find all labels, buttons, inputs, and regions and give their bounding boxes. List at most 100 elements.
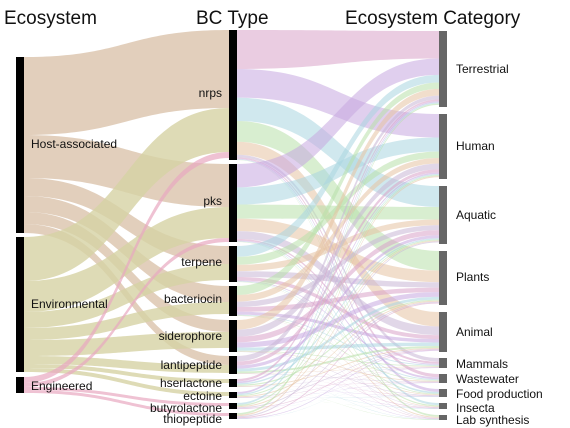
flow-bc-5-cat-3 (237, 296, 439, 372)
flows-ecosystem-to-bctype (24, 30, 229, 416)
flow-env-pks (24, 207, 229, 312)
label-engineered: Engineered (31, 379, 92, 393)
label-nrps: nrps (199, 86, 222, 100)
flow-bc-3-cat-0 (237, 82, 439, 295)
flow-bc-2-cat-8 (237, 282, 439, 408)
flow-bc-7-cat-4 (237, 348, 439, 398)
flow-bc-3-cat-5 (237, 314, 439, 366)
flow-host-nrps (24, 30, 229, 135)
label-thiopeptide: thiopeptide (163, 412, 222, 426)
node-bar-nrps[interactable] (229, 30, 237, 160)
flow-bc-7-cat-6 (237, 382, 439, 398)
node-bar-pks[interactable] (229, 164, 237, 242)
flow-bc-6-cat-5 (237, 367, 439, 387)
node-bar-wastewater[interactable] (439, 374, 447, 383)
label-host-associated: Host-associated (31, 137, 117, 151)
flow-bc-8-cat-3 (237, 301, 439, 409)
flow-bc-1-cat-0 (237, 58, 439, 188)
flow-bc-7-cat-5 (237, 367, 439, 398)
flow-bc-1-cat-4 (237, 231, 439, 336)
flow-bc-7-cat-0 (237, 101, 439, 394)
flow-bc-8-cat-4 (237, 349, 439, 409)
node-bar-hserlactone[interactable] (229, 379, 237, 387)
label-lantipeptide: lantipeptide (161, 358, 223, 372)
flow-bc-4-cat-7 (237, 351, 439, 396)
flow-bc-6-cat-7 (237, 387, 439, 397)
flow-bc-4-cat-3 (237, 292, 439, 348)
header-bc-type: BC Type (196, 8, 269, 29)
node-bar-butyrolactone[interactable] (229, 403, 237, 409)
label-siderophore: siderophore (159, 329, 223, 343)
node-bar-lantipeptide[interactable] (229, 356, 237, 374)
node-bar-siderophore[interactable] (229, 320, 237, 352)
flow-bc-3-cat-8 (237, 316, 439, 408)
flow-bc-5-cat-4 (237, 346, 439, 374)
flow-bc-0-cat-5 (237, 154, 439, 362)
node-bar-lab-synthesis[interactable] (439, 415, 447, 420)
node-bar-mammals[interactable] (439, 358, 447, 368)
flow-bc-9-cat-5 (237, 368, 439, 419)
flow-bc-5-cat-7 (237, 374, 439, 397)
node-bar-engineered[interactable] (16, 377, 24, 393)
flow-bc-8-cat-1 (237, 175, 439, 407)
flows-bctype-to-category (237, 30, 439, 420)
node-bar-plants[interactable] (439, 251, 447, 305)
flow-bc-1-cat-1 (237, 137, 439, 205)
flow-bc-8-cat-2 (237, 240, 439, 408)
flow-bc-5-cat-1 (237, 169, 439, 366)
node-bar-insecta[interactable] (439, 403, 447, 409)
flow-eng-thiopeptide (24, 390, 229, 416)
flow-bc-5-cat-6 (237, 373, 439, 383)
node-bar-ectoine[interactable] (229, 392, 237, 398)
flow-bc-5-cat-0 (237, 95, 439, 362)
flow-bc-7-cat-1 (237, 173, 439, 396)
flow-bc-5-cat-2 (237, 235, 439, 369)
label-human: Human (456, 139, 495, 153)
flow-eng-nrps (24, 152, 229, 383)
flow-bc-4-cat-2 (237, 230, 439, 343)
label-terrestrial: Terrestrial (456, 62, 509, 76)
label-animal: Animal (456, 325, 493, 339)
flow-bc-5-cat-5 (237, 366, 439, 374)
flow-bc-2-cat-7 (237, 281, 439, 395)
flow-bc-9-cat-2 (237, 241, 439, 418)
node-bar-thiopeptide[interactable] (229, 413, 237, 419)
node-bar-animal[interactable] (439, 312, 447, 352)
label-environmental: Environmental (31, 297, 108, 311)
flow-bc-0-cat-0 (237, 30, 439, 69)
header-ecosystem: Ecosystem (4, 8, 97, 29)
flow-bc-4-cat-0 (237, 88, 439, 330)
flow-bc-9-cat-1 (237, 176, 439, 417)
node-bar-aquatic[interactable] (439, 186, 447, 244)
flow-bc-2-cat-4 (237, 276, 439, 340)
flow-bc-4-cat-6 (237, 351, 439, 382)
flow-bc-8-cat-5 (237, 367, 439, 409)
flow-bc-8-cat-0 (237, 102, 439, 405)
flow-bc-9-cat-3 (237, 302, 439, 419)
header-ecosystem-category: Ecosystem Category (345, 8, 521, 29)
flow-bc-7-cat-3 (237, 300, 439, 398)
node-bar-host-associated[interactable] (16, 57, 24, 233)
label-mammals: Mammals (456, 357, 508, 371)
flow-host-pks (24, 135, 229, 207)
node-bar-food-production[interactable] (439, 389, 447, 397)
flow-bc-6-cat-2 (237, 238, 439, 385)
node-bar-environmental[interactable] (16, 237, 24, 372)
flow-bc-4-cat-1 (237, 163, 439, 337)
flow-bc-6-cat-1 (237, 172, 439, 384)
flow-bc-2-cat-3 (237, 271, 439, 288)
node-bar-human[interactable] (439, 114, 447, 179)
node-bar-terrestrial[interactable] (439, 31, 447, 107)
flow-bc-9-cat-0 (237, 103, 439, 415)
node-bar-bacteriocin[interactable] (229, 286, 237, 316)
node-bar-terpene[interactable] (229, 246, 237, 282)
flow-bc-5-cat-8 (237, 374, 439, 409)
flow-bc-0-cat-2 (237, 97, 439, 207)
flow-bc-2-cat-5 (237, 280, 439, 365)
flow-env-terpene (24, 264, 229, 328)
flow-env-ectoine (24, 368, 229, 396)
flow-bc-7-cat-8 (237, 398, 439, 409)
flow-eng-butyrolactone (24, 387, 229, 406)
